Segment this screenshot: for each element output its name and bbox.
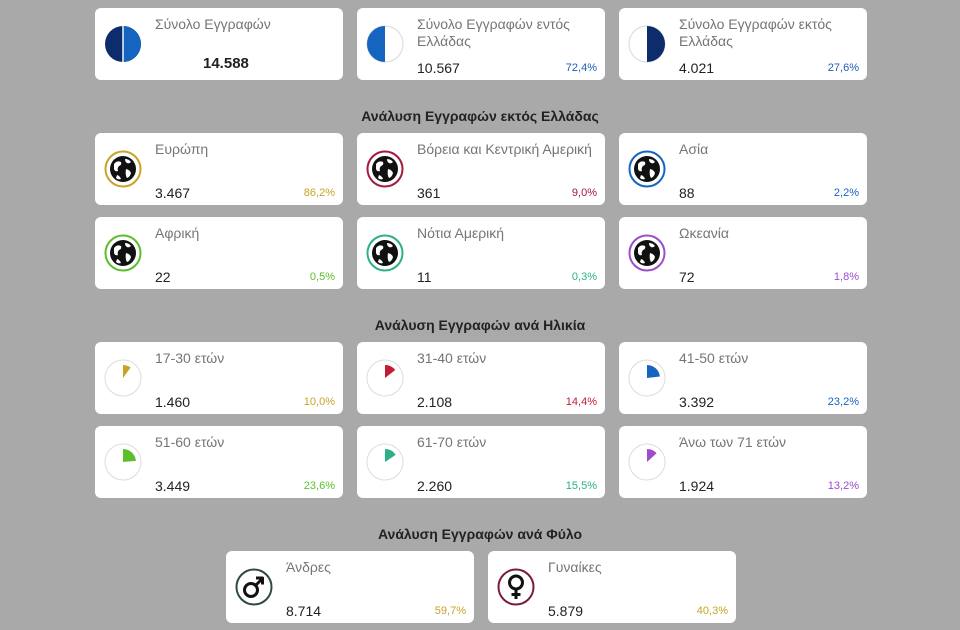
- pie-slice-icon: [628, 359, 666, 397]
- region-card: Βόρεια και Κεντρική Αμερική 361 9,0%: [357, 133, 605, 205]
- regions-heading: Ανάλυση Εγγραφών εκτός Ελλάδας: [361, 108, 599, 124]
- male-icon: [235, 568, 273, 606]
- card-label: Νότια Αμερική: [417, 225, 505, 241]
- half-circle-icon: [628, 25, 666, 63]
- card-label: 61-70 ετών: [417, 434, 487, 450]
- card-percentage: 10,0%: [303, 396, 335, 408]
- gender-heading: Ανάλυση Εγγραφών ανά Φύλο: [377, 526, 583, 542]
- card-percentage: 1,8%: [833, 271, 859, 283]
- card-value: 3.467: [155, 185, 191, 201]
- gender-card-male: Άνδρες 8.714 59,7%: [226, 551, 474, 623]
- pie-slice-icon: [104, 359, 142, 397]
- pie-slice-icon: [366, 359, 404, 397]
- region-card: Αφρική 22 0,5%: [95, 217, 343, 289]
- card-value: 361: [417, 185, 441, 201]
- card-label: Άνω των 71 ετών: [679, 434, 787, 450]
- abroad-registrations-card: Σύνολο Εγγραφών εκτός Ελλάδας 4.021 27,6…: [619, 8, 867, 80]
- card-value: 11: [417, 269, 432, 285]
- age-card: 51-60 ετών 3.449 23,6%: [95, 426, 343, 498]
- gender-card-female: Γυναίκες 5.879 40,3%: [488, 551, 736, 623]
- pie-slice-icon: [366, 443, 404, 481]
- card-label: Αφρική: [155, 225, 200, 241]
- card-value: 10.567: [417, 60, 460, 76]
- region-card: Ασία 88 2,2%: [619, 133, 867, 205]
- card-value: 2.260: [417, 478, 453, 494]
- region-card: Νότια Αμερική 11 0,3%: [357, 217, 605, 289]
- card-percentage: 23,6%: [303, 480, 335, 492]
- card-percentage: 59,7%: [434, 605, 466, 617]
- pie-slice-icon: [104, 443, 142, 481]
- domestic-registrations-card: Σύνολο Εγγραφών εντός Ελλάδας 10.567 72,…: [357, 8, 605, 80]
- card-label: Ωκεανία: [679, 225, 730, 241]
- age-card: 31-40 ετών 2.108 14,4%: [357, 342, 605, 414]
- card-value: 14.588: [203, 55, 249, 72]
- card-label: Βόρεια και Κεντρική Αμερική: [417, 141, 592, 157]
- card-percentage: 40,3%: [696, 605, 728, 617]
- card-label: 41-50 ετών: [679, 350, 749, 366]
- card-value: 2.108: [417, 394, 453, 410]
- age-card: Άνω των 71 ετών 1.924 13,2%: [619, 426, 867, 498]
- card-label: 31-40 ετών: [417, 350, 487, 366]
- card-label: Σύνολο Εγγραφών εντός Ελλάδας: [417, 16, 570, 49]
- card-percentage: 86,2%: [303, 187, 335, 199]
- age-card: 61-70 ετών 2.260 15,5%: [357, 426, 605, 498]
- age-card: 17-30 ετών 1.460 10,0%: [95, 342, 343, 414]
- card-value: 3.449: [155, 478, 191, 494]
- card-value: 1.924: [679, 478, 715, 494]
- age-card: 41-50 ετών 3.392 23,2%: [619, 342, 867, 414]
- half-circle-icon: [105, 26, 141, 62]
- card-percentage: 0,5%: [309, 271, 335, 283]
- globe-south-america-icon: [366, 234, 404, 272]
- female-icon: [497, 568, 535, 606]
- card-value: 72: [679, 269, 695, 285]
- card-value: 4.021: [679, 60, 715, 76]
- card-label: Άνδρες: [286, 559, 331, 575]
- card-value: 22: [155, 269, 171, 285]
- card-percentage: 15,5%: [565, 480, 597, 492]
- card-label: 17-30 ετών: [155, 350, 225, 366]
- total-registrations-card: Σύνολο Εγγραφών 14.588: [95, 8, 343, 80]
- globe-asia-icon: [628, 150, 666, 188]
- globe-africa-icon: [104, 234, 142, 272]
- card-value: 3.392: [679, 394, 715, 410]
- card-label: Ευρώπη: [155, 141, 209, 157]
- card-percentage: 72,4%: [565, 62, 597, 74]
- region-card: Ευρώπη 3.467 86,2%: [95, 133, 343, 205]
- card-label: Ασία: [679, 141, 709, 157]
- card-percentage: 9,0%: [571, 187, 597, 199]
- pie-slice-icon: [628, 443, 666, 481]
- card-percentage: 2,2%: [833, 187, 859, 199]
- globe-americas-icon: [366, 150, 404, 188]
- card-percentage: 14,4%: [565, 396, 597, 408]
- card-percentage: 13,2%: [827, 480, 859, 492]
- card-label: Σύνολο Εγγραφών: [155, 16, 271, 32]
- card-label: Γυναίκες: [548, 559, 602, 575]
- half-circle-icon: [366, 25, 404, 63]
- card-value: 1.460: [155, 394, 191, 410]
- card-value: 88: [679, 185, 695, 201]
- card-percentage: 0,3%: [571, 271, 597, 283]
- card-percentage: 27,6%: [827, 62, 859, 74]
- card-value: 8.714: [286, 603, 322, 619]
- card-label: Σύνολο Εγγραφών εκτός Ελλάδας: [679, 16, 832, 49]
- globe-europe-icon: [104, 150, 142, 188]
- card-percentage: 23,2%: [827, 396, 859, 408]
- age-heading: Ανάλυση Εγγραφών ανά Ηλικία: [374, 317, 586, 333]
- card-value: 5.879: [548, 603, 584, 619]
- region-card: Ωκεανία 72 1,8%: [619, 217, 867, 289]
- card-label: 51-60 ετών: [155, 434, 225, 450]
- globe-oceania-icon: [628, 234, 666, 272]
